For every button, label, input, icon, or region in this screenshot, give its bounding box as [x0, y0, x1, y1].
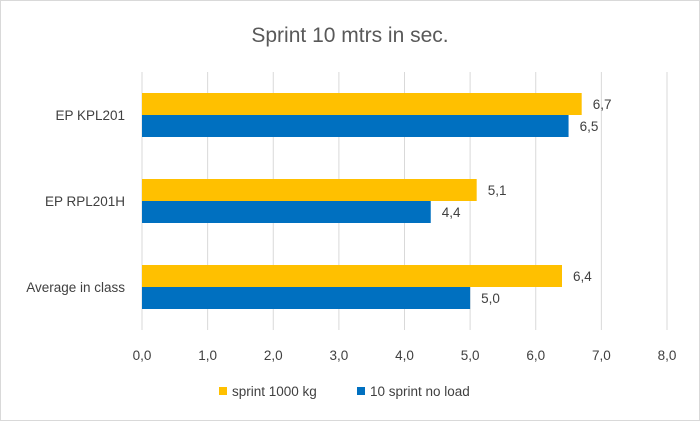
- x-tick-label-7: 7,0: [592, 348, 611, 363]
- category-label-1: EP RPL201H: [45, 194, 125, 209]
- bars: [142, 93, 582, 309]
- category-labels: EP KPL201 EP RPL201H Average in class: [26, 108, 125, 295]
- legend-swatch-1: [357, 387, 365, 395]
- category-label-2: Average in class: [26, 280, 125, 295]
- x-tick-label-3: 3,0: [329, 348, 348, 363]
- chart-title: Sprint 10 mtrs in sec.: [251, 24, 448, 47]
- x-tick-label-2: 2,0: [264, 348, 283, 363]
- x-tick-label-8: 8,0: [658, 348, 677, 363]
- bar-1-0: [142, 115, 569, 137]
- data-label-1-0: 6,5: [580, 119, 599, 134]
- bar-0-0: [142, 93, 582, 115]
- bar-1-2: [142, 287, 471, 309]
- bar-0-2: [142, 265, 562, 287]
- bar-0-1: [142, 179, 477, 201]
- legend-swatch-0: [219, 387, 227, 395]
- data-label-1-2: 5,0: [481, 291, 500, 306]
- x-tick-label-5: 5,0: [461, 348, 480, 363]
- data-label-0-2: 6,4: [573, 269, 592, 284]
- data-label-0-1: 5,1: [488, 183, 507, 198]
- legend: sprint 1000 kg 10 sprint no load: [219, 384, 470, 399]
- category-label-0: EP KPL201: [55, 108, 125, 123]
- x-axis-ticks: 0,0 1,0 2,0 3,0 4,0 5,0 6,0 7,0 8,0: [133, 348, 677, 363]
- x-tick-label-1: 1,0: [198, 348, 217, 363]
- legend-label-0: sprint 1000 kg: [232, 384, 317, 399]
- legend-label-1: 10 sprint no load: [370, 384, 470, 399]
- x-tick-label-4: 4,0: [395, 348, 414, 363]
- bar-1-1: [142, 201, 431, 223]
- data-labels: 6,7 6,5 5,1 4,4 6,4 5,0: [442, 97, 612, 306]
- x-tick-label-0: 0,0: [133, 348, 152, 363]
- x-tick-label-6: 6,0: [526, 348, 545, 363]
- data-label-1-1: 4,4: [442, 205, 461, 220]
- data-label-0-0: 6,7: [593, 97, 612, 112]
